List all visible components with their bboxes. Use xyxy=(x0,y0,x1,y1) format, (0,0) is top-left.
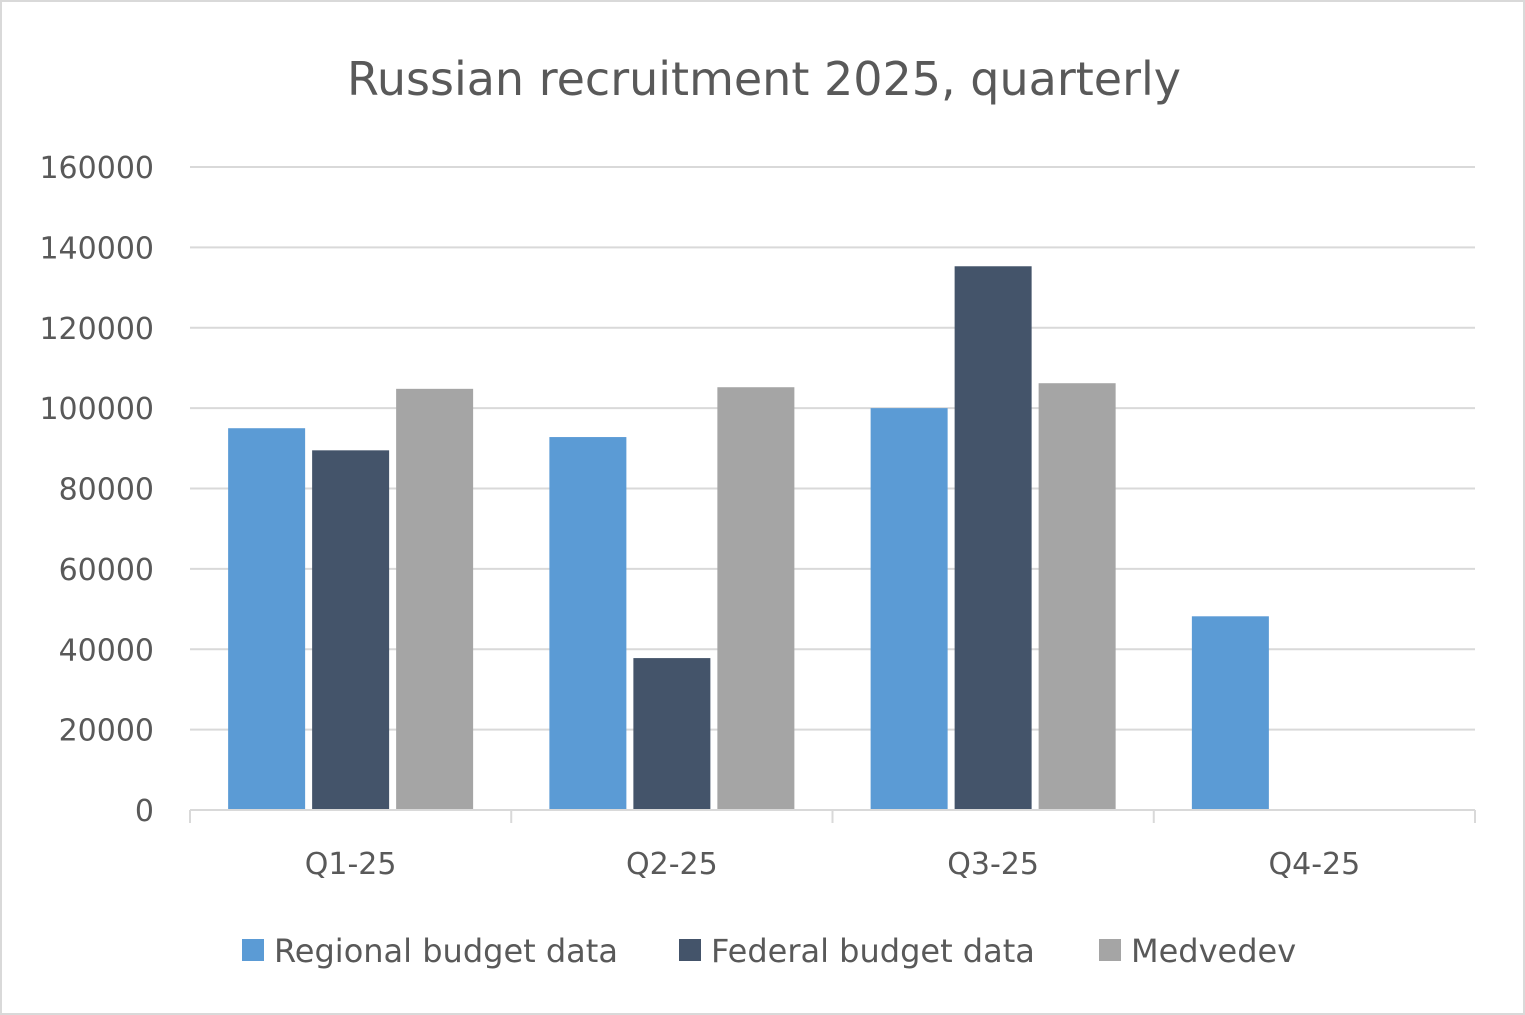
legend-label: Medvedev xyxy=(1131,932,1296,970)
x-tick-label: Q4-25 xyxy=(1269,847,1361,882)
y-tick-label: 160000 xyxy=(39,151,154,186)
bar-q1-25-medvedev xyxy=(396,388,474,810)
legend-label: Regional budget data xyxy=(274,932,618,970)
bar-q3-25-federal-budget-data xyxy=(954,266,1032,810)
y-tick-label: 120000 xyxy=(39,312,154,347)
x-axis xyxy=(189,809,1476,823)
y-tick-label: 40000 xyxy=(59,633,154,668)
bars xyxy=(228,266,1269,810)
x-tick-label: Q2-25 xyxy=(626,847,718,882)
legend-swatch xyxy=(242,939,264,961)
bar-q1-25-regional-budget-data xyxy=(228,428,306,810)
bar-q3-25-medvedev xyxy=(1038,383,1116,810)
chart-title: Russian recruitment 2025, quarterly xyxy=(347,52,1181,106)
legend-swatch xyxy=(679,939,701,961)
legend-label: Federal budget data xyxy=(711,932,1035,970)
x-axis-tick-labels: Q1-25 Q2-25 Q3-25 Q4-25 xyxy=(305,847,1360,882)
y-tick-label: 0 xyxy=(135,794,154,829)
bar-q1-25-federal-budget-data xyxy=(312,450,390,810)
y-axis-tick-labels: 0 20000 40000 60000 80000 100000 120000 140000 1… xyxy=(39,151,154,829)
y-tick-label: 20000 xyxy=(59,714,154,749)
x-tick-label: Q3-25 xyxy=(947,847,1039,882)
y-tick-label: 60000 xyxy=(59,553,154,588)
legend-swatch xyxy=(1099,939,1121,961)
x-tick-label: Q1-25 xyxy=(305,847,397,882)
bar-q3-25-regional-budget-data xyxy=(870,408,948,810)
y-tick-label: 100000 xyxy=(39,392,154,427)
bar-q2-25-medvedev xyxy=(717,387,795,810)
y-tick-label: 140000 xyxy=(39,231,154,266)
legend: Regional budget data Federal budget data M… xyxy=(242,932,1296,970)
bar-q4-25-regional-budget-data xyxy=(1191,616,1269,810)
y-tick-label: 80000 xyxy=(59,473,154,508)
bar-q2-25-regional-budget-data xyxy=(549,437,627,810)
bar-q2-25-federal-budget-data xyxy=(633,658,711,810)
